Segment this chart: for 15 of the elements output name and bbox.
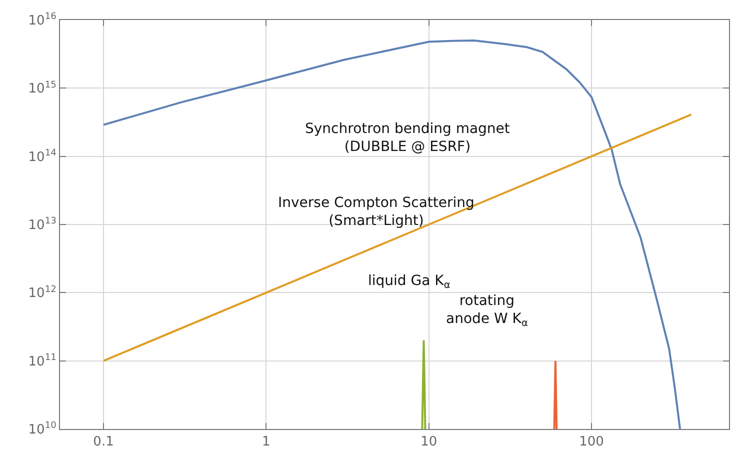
annotation: liquid Ga K$_{α}$ xyxy=(368,273,450,291)
x-tick-label: 1 xyxy=(262,434,270,450)
annotation: Synchrotron bending magnet (DUBBLE @ ESRF) xyxy=(305,121,510,156)
y-tick-label: 10$^{14}$ xyxy=(28,148,57,165)
y-tick-label: 10$^{10}$ xyxy=(28,421,57,438)
y-tick-label: 10$^{15}$ xyxy=(28,80,56,97)
x-tick-label: 10 xyxy=(420,434,438,450)
y-tick-label: 10$^{13}$ xyxy=(28,216,57,234)
y-tick-label: 10$^{11}$ xyxy=(28,352,56,370)
y-tick-label: 10$^{16}$ xyxy=(28,12,57,29)
x-tick-label: 0.1 xyxy=(93,434,114,450)
x-tick-label: 100 xyxy=(579,434,604,450)
y-tick-label: 10$^{12}$ xyxy=(28,284,56,302)
annotation: Inverse Compton Scattering (Smart*Light) xyxy=(278,195,474,230)
annotation: rotating anode W K$_{α}$ xyxy=(446,293,528,330)
